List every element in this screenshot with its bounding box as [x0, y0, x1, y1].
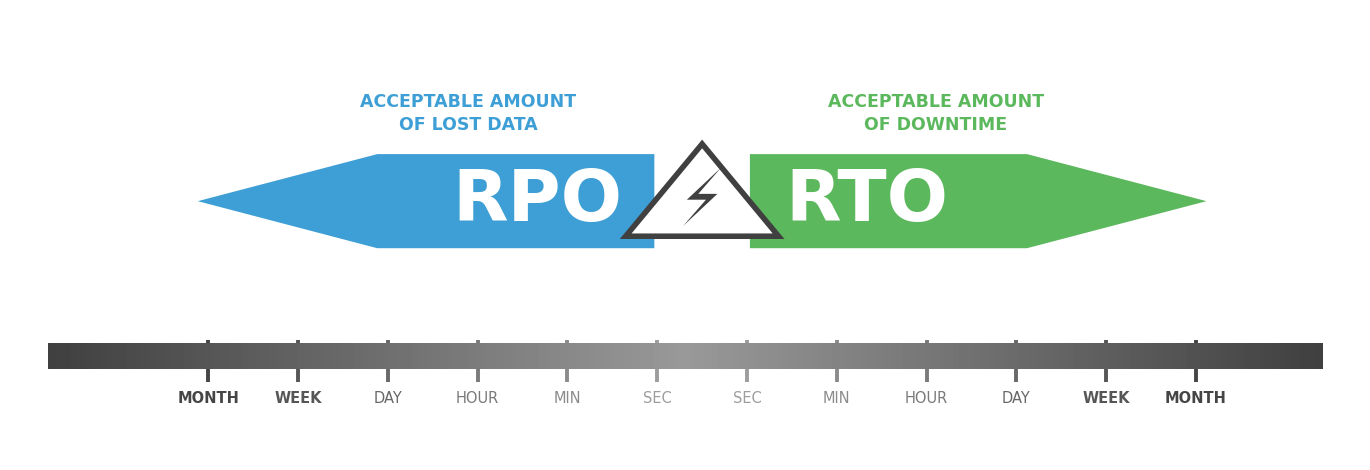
- Text: MONTH: MONTH: [1164, 391, 1226, 406]
- Text: MONTH: MONTH: [178, 391, 240, 406]
- Text: HOUR: HOUR: [456, 391, 499, 406]
- Polygon shape: [626, 144, 778, 236]
- Text: MIN: MIN: [553, 391, 581, 406]
- Text: ACCEPTABLE AMOUNT
OF DOWNTIME: ACCEPTABLE AMOUNT OF DOWNTIME: [827, 94, 1044, 134]
- Text: SEC: SEC: [733, 391, 762, 406]
- Text: HOUR: HOUR: [906, 391, 948, 406]
- Text: RTO: RTO: [786, 167, 949, 235]
- Text: DAY: DAY: [374, 391, 403, 406]
- Polygon shape: [749, 154, 1207, 248]
- Text: DAY: DAY: [1001, 391, 1030, 406]
- Polygon shape: [197, 154, 655, 248]
- Text: MIN: MIN: [823, 391, 851, 406]
- Text: WEEK: WEEK: [274, 391, 322, 406]
- Text: ACCEPTABLE AMOUNT
OF LOST DATA: ACCEPTABLE AMOUNT OF LOST DATA: [360, 94, 577, 134]
- Polygon shape: [684, 167, 721, 226]
- Text: SEC: SEC: [643, 391, 671, 406]
- Text: WEEK: WEEK: [1082, 391, 1130, 406]
- Text: RPO: RPO: [452, 167, 622, 235]
